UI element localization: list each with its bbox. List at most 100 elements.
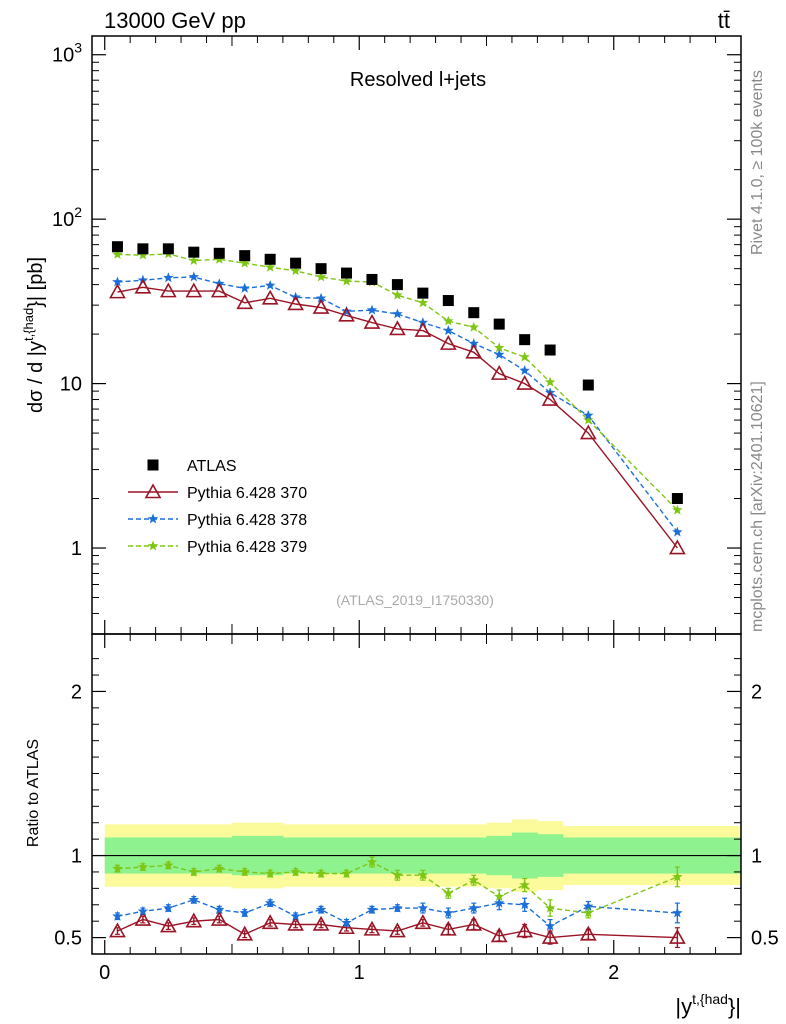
ratio-point-pythia-6-428-370 (465, 915, 483, 931)
rivet-label: Rivet 4.1.0, ≥ 100k events (749, 70, 766, 255)
ratio-y-tick-label: 2 (71, 681, 82, 703)
main-point-atlas (391, 279, 403, 291)
main-point-pythia-6-428-379 (137, 249, 149, 260)
main-point-pythia-6-428-378 (672, 526, 683, 537)
main-point-pythia-6-428-370 (312, 298, 330, 314)
main-y-tick-label: 10 (60, 374, 82, 396)
ratio-point-pythia-6-428-379 (519, 879, 530, 890)
main-point-pythia-6-428-370 (363, 313, 381, 329)
ratio-point-pythia-6-428-370 (338, 919, 355, 935)
main-point-atlas (493, 318, 505, 330)
ratio-point-pythia-6-428-378 (672, 907, 683, 918)
main-point-pythia-6-428-378 (366, 304, 378, 315)
main-panel: 1 10 102 103 Resolved l+jets (ATLAS_2019_I1… (21, 35, 742, 635)
ratio-point-pythia-6-428-370 (287, 915, 304, 931)
main-point-pythia-6-428-370 (185, 282, 203, 298)
main-point-atlas (671, 493, 683, 505)
main-point-pythia-6-428-379 (468, 321, 479, 332)
main-point-atlas (417, 287, 429, 299)
ratio-point-pythia-6-428-379 (290, 866, 301, 877)
main-point-pythia-6-428-379 (392, 289, 403, 300)
ratio-point-pythia-6-428-378 (468, 902, 479, 913)
main-point-pythia-6-428-370 (261, 289, 279, 305)
main-point-atlas (544, 344, 556, 356)
ratio-point-pythia-6-428-378 (315, 904, 327, 915)
main-point-pythia-6-428-370 (338, 306, 355, 322)
main-point-pythia-6-428-378 (188, 271, 199, 282)
ratio-point-pythia-6-428-378 (544, 920, 556, 931)
main-point-pythia-6-428-379 (112, 249, 123, 259)
watermark: (ATLAS_2019_I1750330) (336, 592, 494, 608)
ratio-point-pythia-6-428-379 (341, 868, 352, 878)
x-label-sup: t,{had (692, 991, 728, 1007)
main-point-pythia-6-428-379 (672, 504, 683, 515)
main-point-atlas (264, 253, 276, 265)
ratio-point-pythia-6-428-370 (312, 915, 330, 931)
ratio-point-pythia-6-428-370 (439, 920, 457, 936)
ratio-point-pythia-6-428-379 (188, 866, 199, 877)
main-point-atlas (137, 243, 149, 255)
main-point-pythia-6-428-378 (443, 325, 454, 336)
ratio-point-pythia-6-428-370 (579, 925, 597, 941)
ratio-point-pythia-6-428-370 (134, 910, 152, 926)
ratio-point-pythia-6-428-378 (392, 902, 403, 913)
main-point-atlas (366, 273, 378, 285)
ratio-y-tick-label-right: 2 (751, 681, 762, 703)
ratio-point-pythia-6-428-379 (417, 869, 429, 880)
main-point-pythia-6-428-378 (494, 349, 505, 360)
ratio-point-pythia-6-428-379 (214, 863, 225, 874)
legend: ATLAS Pythia 6.428 370 Pythia 6.428 378 Pyt… (128, 458, 307, 556)
main-point-atlas (213, 247, 225, 259)
main-point-atlas (315, 263, 327, 275)
main-point-pythia-6-428-370 (579, 424, 597, 440)
main-point-atlas (519, 334, 531, 346)
ratio-point-pythia-6-428-370 (109, 922, 126, 938)
main-point-atlas (162, 243, 174, 255)
main-point-pythia-6-428-370 (541, 390, 559, 406)
ratio-point-pythia-6-428-370 (261, 914, 279, 930)
main-point-atlas (239, 250, 251, 262)
main-point-pythia-6-428-370 (490, 364, 508, 380)
x-label-main: |y (675, 994, 692, 1019)
ratio-y-tick-label: 0.5 (54, 928, 82, 950)
main-axis-ticks: 1 10 102 103 (52, 36, 742, 635)
y-label-sup: t,{had (21, 308, 36, 341)
ratio-point-pythia-6-428-370 (159, 917, 177, 933)
ratio-point-pythia-6-428-378 (214, 904, 225, 915)
ratio-point-pythia-6-428-378 (519, 899, 530, 910)
main-point-pythia-6-428-370 (287, 295, 304, 311)
ratio-point-pythia-6-428-378 (583, 900, 594, 911)
main-point-atlas (341, 267, 353, 279)
ratio-point-pythia-6-428-379 (672, 871, 683, 882)
ratio-frame (91, 633, 742, 955)
ratio-point-pythia-6-428-370 (490, 927, 508, 943)
legend-label-pythia-6-428-379: Pythia 6.428 379 (187, 539, 307, 556)
ratio-point-pythia-6-428-378 (366, 904, 378, 915)
ratio-point-pythia-6-428-378 (341, 917, 352, 928)
ratio-point-pythia-6-428-378 (188, 894, 199, 905)
main-point-pythia-6-428-379 (443, 315, 454, 326)
ratio-point-pythia-6-428-370 (541, 928, 559, 944)
ratio-point-pythia-6-428-378 (163, 902, 174, 913)
ratio-axis-ticks: 0.5 0.5 1 1 2 2 0 1 2 (54, 634, 779, 984)
main-plot-area (109, 241, 686, 555)
ratio-point-pythia-6-428-379 (264, 868, 276, 878)
ratio-point-pythia-6-428-378 (443, 907, 454, 918)
main-point-pythia-6-428-370 (516, 374, 534, 390)
ratio-y-tick-label: 1 (71, 846, 82, 868)
main-point-pythia-6-428-378 (163, 272, 174, 283)
main-point-pythia-6-428-379 (290, 265, 301, 276)
process-label: tt̄ (718, 8, 730, 33)
main-point-pythia-6-428-378 (112, 276, 123, 287)
main-point-pythia-6-428-379 (519, 351, 530, 362)
ratio-plot-area (92, 819, 742, 949)
main-line-pythia-6-428-370 (117, 286, 678, 549)
ratio-y-label: Ratio to ATLAS (25, 739, 42, 847)
ratio-point-pythia-6-428-379 (366, 856, 378, 867)
ratio-point-pythia-6-428-370 (210, 910, 228, 926)
ratio-point-pythia-6-428-378 (417, 902, 429, 913)
energy-label: 13000 GeV pp (104, 8, 246, 33)
legend-label-pythia-6-428-370: Pythia 6.428 370 (187, 485, 307, 502)
y-label-main: dσ / d |y (25, 341, 47, 413)
main-point-atlas (442, 295, 454, 307)
